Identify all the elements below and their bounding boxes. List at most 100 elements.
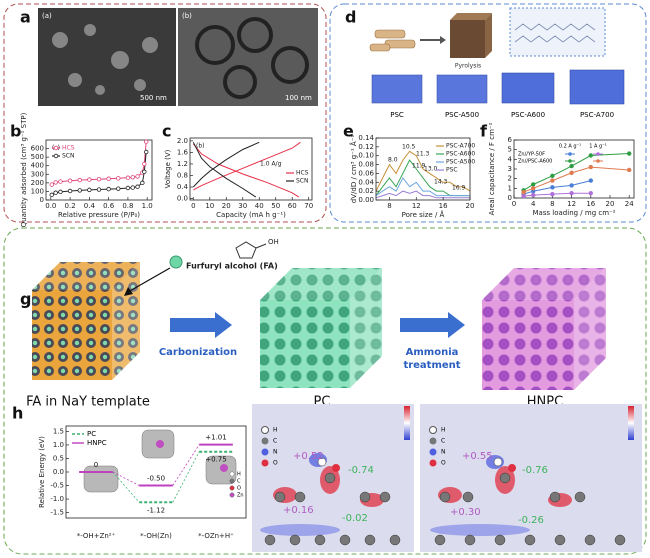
marker [142, 169, 147, 174]
panel-i-part-part [359, 491, 371, 503]
legend-marker [596, 159, 600, 163]
x-tick-label: 30 [238, 202, 247, 210]
label: Ammonia [406, 347, 459, 358]
marker [106, 186, 111, 192]
y-tick-label: 1.0 [53, 441, 64, 449]
x-tick-label: 0 [191, 202, 195, 210]
panel-h-structures-part-part [83, 465, 119, 493]
x-tick-label: 16 [586, 200, 595, 208]
panel-j-part-part [554, 534, 566, 546]
value-label: -1.12 [147, 506, 165, 514]
label: O [441, 460, 446, 467]
x-tick-label: 0 [512, 200, 516, 208]
marker [77, 188, 82, 193]
y-tick-label: 0.12 [358, 143, 374, 151]
marker [49, 182, 54, 187]
x-tick-label: 10 [205, 202, 214, 210]
marker [130, 175, 135, 180]
marker [144, 149, 149, 155]
x-tick-label: 0.0 [45, 202, 56, 210]
panel-a-part-part [142, 37, 158, 53]
legend-label: PC [87, 430, 96, 438]
panel-g-part [235, 241, 257, 259]
panel-d-part-part [501, 72, 555, 104]
marker [125, 175, 131, 180]
atom-key [229, 485, 235, 491]
panel-i-part-part [324, 472, 336, 484]
panel-i-part [261, 448, 269, 456]
y-axis-label: Quantity adsorbed (cm³ g⁻¹ STP) [20, 112, 28, 227]
panel-j-part-part [524, 534, 536, 546]
x-tick-label: 0.4 [84, 202, 96, 210]
label: C [273, 438, 277, 445]
panel-j-part [508, 464, 516, 472]
annotation: 1.0 A/g [260, 161, 282, 168]
label: +0.16 [283, 505, 314, 516]
panel-d-part-part [369, 43, 391, 52]
y-tick-label: 0.04 [358, 178, 374, 186]
panel-i-part-part [289, 534, 301, 546]
label: PSC-A700 [580, 111, 614, 119]
legend-label: PSC [446, 167, 458, 174]
panel-a-part-part [195, 25, 235, 65]
panel-i-part-part [314, 534, 326, 546]
marker [53, 180, 58, 185]
panel-j-part [429, 448, 437, 456]
legend-label: HCS [296, 170, 309, 177]
label: Furfuryl alcohol (FA) [186, 262, 278, 271]
y-axis-label: Voltage (V) [164, 149, 172, 188]
panel-j-part-part [499, 472, 511, 484]
panel-g-part [482, 300, 574, 390]
marker [627, 151, 632, 156]
panel-g-part [574, 268, 606, 390]
y-tick-label: 1 [508, 184, 512, 192]
panel-g-part [260, 300, 350, 388]
legend-row: Zn//YP-50F [518, 152, 545, 158]
panel-g-part [32, 262, 140, 290]
panel-a-part [38, 8, 176, 106]
panel-i-part-part [364, 534, 376, 546]
annotation: 11.9 [412, 163, 426, 170]
panel-d-part [371, 69, 625, 105]
y-tick-label: 500 [31, 153, 44, 161]
panel-j-part [493, 457, 503, 467]
marker [569, 183, 574, 188]
label: PSC-A600 [511, 111, 545, 119]
panel-i-part [332, 464, 340, 472]
y-tick-label: 2.0 [177, 137, 188, 145]
y-tick-label: 0.02 [358, 187, 374, 195]
atom-key-label: H [237, 472, 241, 478]
panel-i-part [317, 457, 327, 467]
x-tick-label: 0.2 [65, 202, 76, 210]
annotation: (b) [196, 143, 205, 150]
x-tick-label: 70 [304, 202, 313, 210]
legend-marker [596, 152, 600, 156]
panel-j-part [628, 406, 634, 440]
x-tick-label: 4 [531, 200, 536, 208]
x-tick-label: 8 [550, 200, 554, 208]
label: N [273, 449, 278, 456]
panel-d-part-part [569, 69, 625, 105]
atom-key-label: Zn [237, 493, 244, 499]
panel-a-part-part [271, 46, 309, 84]
panel-d-part [450, 13, 492, 20]
label: d [345, 8, 356, 27]
panel-label: h [12, 404, 23, 423]
label: (a) [42, 12, 52, 20]
panel-g-part [255, 243, 267, 249]
label: -0.74 [348, 465, 374, 476]
legend-label: HNPC [87, 439, 107, 447]
marker [116, 186, 121, 191]
marker [67, 178, 73, 183]
panel-d-part-part [371, 74, 423, 104]
label: PSC [390, 111, 404, 119]
y-tick-label: 1.6 [177, 148, 189, 156]
frames [3, 3, 647, 555]
label: PSC-A500 [445, 111, 479, 119]
series-line [375, 150, 471, 192]
panel-a-part-part [237, 17, 273, 53]
marker [550, 173, 555, 178]
y-tick-label: 0.0 [53, 468, 64, 476]
